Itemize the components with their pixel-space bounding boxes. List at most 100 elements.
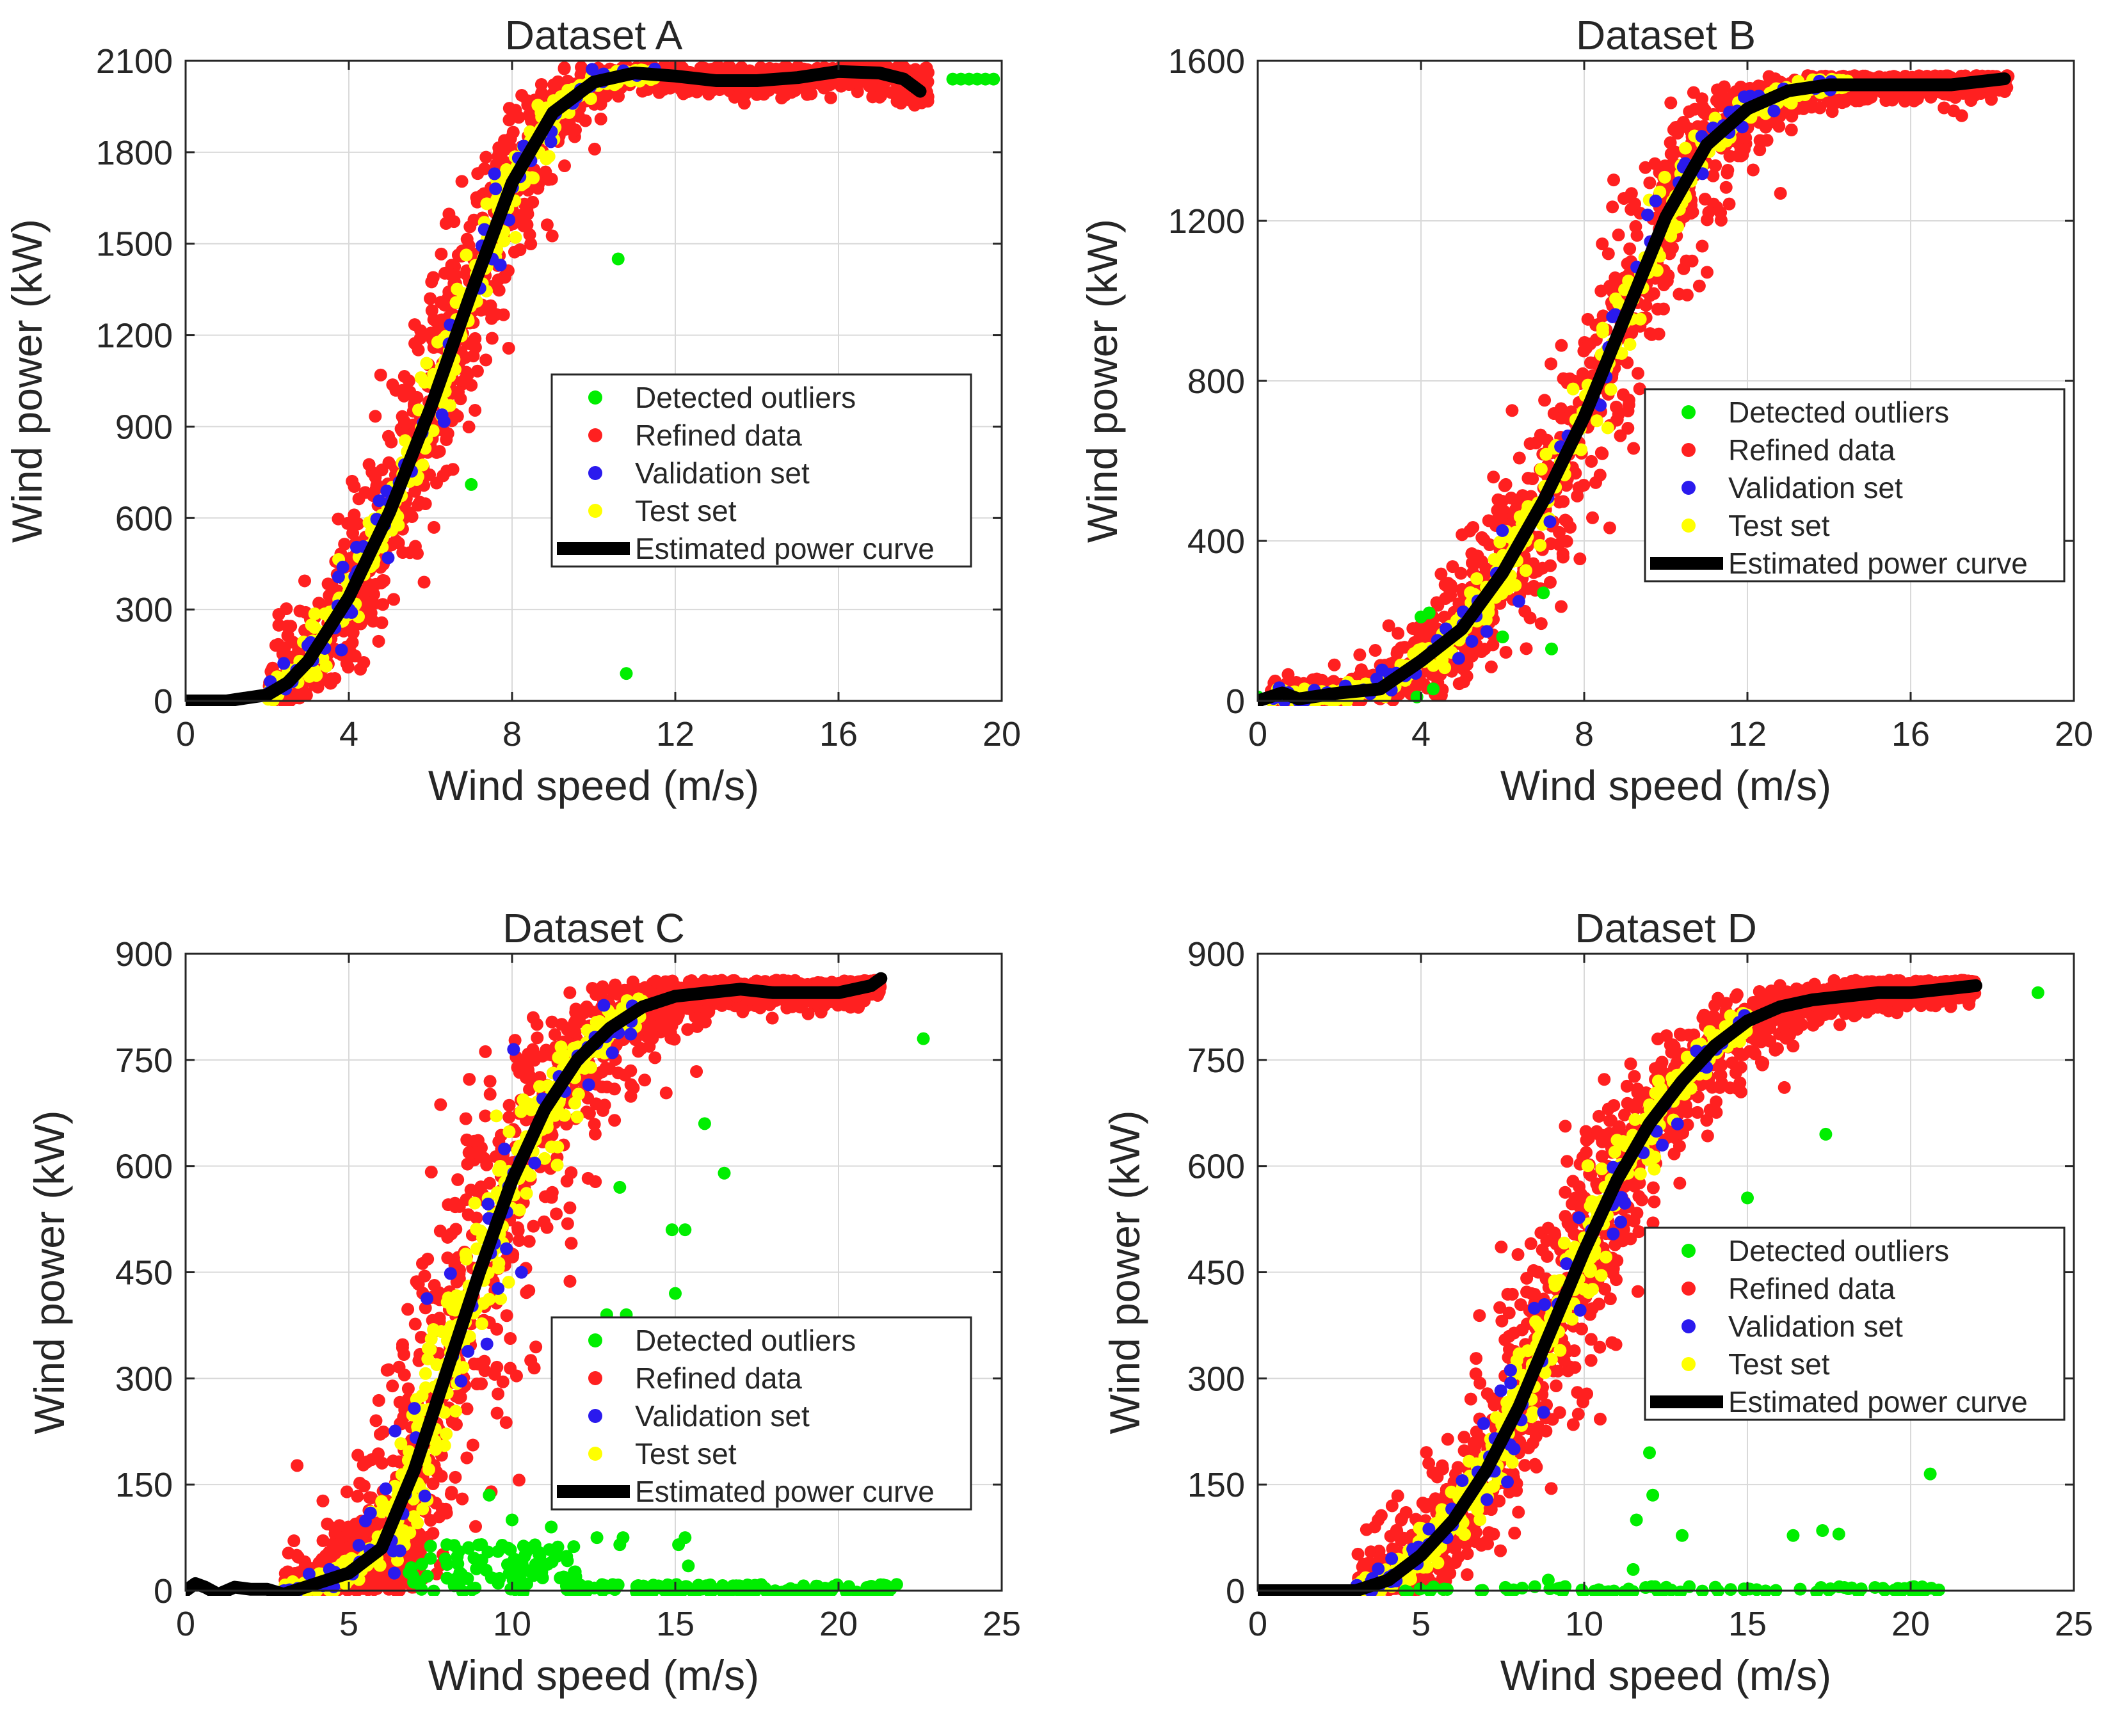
refined-data-point	[1589, 476, 1602, 489]
refined-data-point	[424, 1165, 438, 1178]
refined-data-point	[376, 598, 390, 611]
y-tick-label: 1600	[1168, 42, 1245, 81]
validation-set-point	[494, 258, 507, 271]
validation-set-point	[335, 643, 348, 657]
refined-data-point	[462, 420, 476, 433]
refined-data-point	[1484, 660, 1498, 673]
x-tick-label: 20	[2055, 715, 2093, 753]
refined-data-point	[369, 410, 382, 423]
x-axis-label: Wind speed (m/s)	[428, 762, 759, 809]
refined-data-point	[1457, 675, 1470, 689]
refined-data-point	[1520, 642, 1533, 655]
refined-data-point	[1688, 102, 1701, 116]
x-tick-label: 16	[819, 715, 858, 753]
validation-set-point	[488, 167, 501, 181]
refined-data-point	[863, 79, 876, 93]
test-set-point	[497, 234, 511, 248]
validation-set-point	[373, 494, 386, 508]
x-tick-label: 0	[1248, 715, 1267, 753]
refined-data-point	[885, 86, 898, 99]
refined-data-point	[298, 574, 311, 588]
refined-data-point	[419, 497, 432, 511]
test-set-point	[392, 518, 405, 532]
refined-data-point	[866, 90, 879, 104]
legend-label: Validation set	[635, 456, 810, 490]
test-set-point	[1708, 111, 1722, 125]
refined-data-point	[502, 113, 516, 127]
x-tick-label: 12	[1728, 715, 1767, 753]
refined-data-point	[638, 1073, 652, 1087]
refined-data-point	[417, 575, 431, 589]
refined-data-point	[463, 1073, 476, 1086]
y-tick-label: 0	[154, 682, 173, 721]
refined-data-point	[1614, 429, 1627, 442]
refined-data-point	[515, 88, 529, 102]
refined-data-point	[508, 245, 521, 259]
outlier-point	[611, 252, 625, 266]
x-tick-label: 20	[983, 715, 1021, 753]
refined-data-point	[596, 1104, 609, 1117]
refined-data-point	[397, 415, 411, 428]
refined-data-point	[362, 458, 376, 471]
refined-data-point	[1858, 92, 1871, 106]
refined-data-point	[1607, 173, 1621, 187]
refined-data-point	[1696, 239, 1709, 253]
refined-data-point	[293, 604, 307, 618]
refined-data-point	[1664, 147, 1678, 161]
refined-data-point	[1466, 520, 1480, 534]
refined-data-point	[1601, 247, 1615, 261]
refined-data-point	[1830, 95, 1843, 109]
refined-data-point	[1518, 604, 1532, 618]
refined-data-point	[1739, 131, 1753, 145]
refined-data-point	[372, 1394, 385, 1407]
refined-data-point	[396, 546, 410, 559]
test-set-point	[584, 92, 597, 106]
refined-data-point	[1621, 404, 1635, 417]
legend-label: Detected outliers	[1728, 396, 1949, 429]
estimated-power-curve	[186, 65, 927, 706]
refined-data-point	[522, 109, 536, 122]
refined-data-point	[1645, 328, 1658, 341]
refined-data-point	[1398, 641, 1411, 654]
refined-data-point	[1544, 537, 1557, 551]
refined-data-point	[1527, 579, 1541, 593]
legend-marker	[588, 466, 602, 480]
legend-box	[550, 373, 972, 568]
refined-data-point	[351, 1490, 364, 1503]
test-set-point	[1534, 462, 1548, 476]
refined-data-point	[1721, 166, 1734, 180]
refined-data-point	[1392, 627, 1405, 640]
refined-data-point	[1534, 617, 1548, 631]
test-set-point	[1519, 564, 1532, 577]
outlier-point	[987, 72, 1000, 86]
test-set-point	[480, 197, 494, 211]
refined-data-point	[1631, 367, 1644, 380]
validation-set-point	[1465, 634, 1479, 648]
refined-data-point	[540, 218, 554, 232]
refined-data-point	[392, 1360, 406, 1374]
refined-data-point	[401, 1382, 415, 1395]
refined-data-point	[466, 1438, 479, 1452]
legend-label: Validation set	[1728, 471, 1903, 504]
x-tick-label: 8	[1575, 715, 1594, 753]
legend-label: Refined data	[635, 419, 802, 452]
refined-data-point	[424, 326, 438, 340]
y-tick-label: 900	[115, 408, 173, 446]
refined-data-point	[449, 268, 462, 282]
legend-marker	[1682, 405, 1696, 419]
test-set-point	[416, 458, 429, 472]
validation-set-point	[1512, 595, 1525, 608]
refined-data-point	[1439, 591, 1452, 605]
legend-label: Estimated power curve	[1728, 547, 2028, 580]
refined-data-point	[437, 469, 450, 483]
refined-data-point	[427, 520, 440, 534]
refined-data-point	[412, 343, 425, 357]
refined-data-point	[1664, 96, 1678, 109]
refined-data-point	[558, 159, 572, 173]
refined-data-point	[1545, 357, 1558, 371]
y-tick-label: 400	[1187, 522, 1245, 561]
validation-set-point	[1543, 515, 1557, 528]
refined-data-point	[272, 607, 285, 621]
refined-data-point	[1554, 402, 1568, 415]
refined-data-point	[588, 142, 601, 156]
